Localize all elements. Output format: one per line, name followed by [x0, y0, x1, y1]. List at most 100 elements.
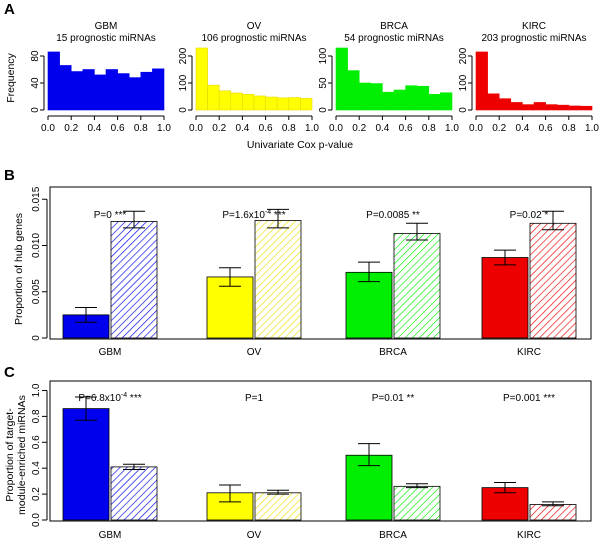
histogram-bar: [335, 47, 348, 111]
histogram-bar: [347, 70, 360, 111]
bar-kirc-prognostic: [481, 257, 529, 339]
y-tick-label: 0.015: [31, 186, 42, 211]
p-value-text: P=6.8x10: [78, 393, 121, 404]
histogram-bar: [428, 94, 441, 111]
histogram-x-tick-label: 0.2: [352, 123, 366, 134]
significance-stars: ***: [112, 210, 127, 221]
histogram-bar: [242, 94, 255, 111]
panel-b-ylabel: Proportion of hub genes: [13, 213, 25, 325]
p-value-text: P=0.02: [510, 210, 542, 221]
p-value-text: P=0.01: [372, 393, 404, 404]
bar-brca-background: [393, 233, 441, 339]
y-tick-label: 0: [31, 335, 42, 341]
category-label-gbm: GBM: [99, 347, 122, 358]
histogram-y-tick-label: 0: [318, 107, 329, 113]
histogram-x-tick-label: 0.6: [259, 123, 273, 134]
category-label-gbm: GBM: [99, 530, 122, 541]
histogram-bar: [556, 104, 570, 111]
p-value-annotation: P=1.6x10-4 ***: [222, 209, 285, 221]
histogram-bar: [207, 84, 220, 111]
histogram-bar: [276, 97, 290, 111]
histogram-subtitle-brca: 54 prognostic miRNAs: [344, 33, 443, 44]
y-tick-label: 0.6: [31, 435, 42, 449]
histogram-y-tick-label: 100: [458, 74, 469, 91]
p-value-text: P=1.6x10: [222, 210, 265, 221]
y-tick-label: 0.8: [31, 409, 42, 423]
histogram-y-tick-label: 80: [30, 50, 41, 62]
category-label-brca: BRCA: [379, 347, 407, 358]
histogram-bar: [128, 77, 142, 111]
histogram-y-tick-label: 40: [30, 77, 41, 89]
significance-stars: ***: [541, 393, 556, 404]
significance-stars: **: [409, 210, 420, 221]
histogram-bar: [370, 83, 383, 111]
histogram-x-tick-label: 0.4: [235, 123, 249, 134]
panel-c-barchart: 0.0 0.2 0.4 0.6 0.8 1.0 GBM P=6.8x10-4 *** OV P=1…: [31, 380, 592, 541]
histogram-y-tick-label: 200: [458, 47, 469, 64]
histogram-bar: [195, 47, 208, 111]
category-label-brca: BRCA: [379, 530, 407, 541]
histogram-bar: [70, 71, 84, 111]
histogram-y-tick-label: 0: [30, 107, 41, 113]
histogram-x-tick-label: 0.0: [41, 123, 55, 134]
histogram-bar: [568, 105, 581, 111]
bar-gbm-background: [110, 221, 158, 339]
panel-c-letter: C: [4, 364, 15, 381]
histogram-title-brca: BRCA: [380, 21, 408, 32]
histogram-bar: [510, 102, 523, 111]
histogram-bar: [498, 98, 512, 111]
histogram-title-ov: OV: [247, 21, 262, 32]
p-value-annotation: P=0.01 **: [372, 393, 415, 404]
histogram-bar: [440, 92, 453, 111]
histogram-bar: [358, 82, 372, 111]
plot-frame: [49, 380, 592, 522]
histogram-y-tick-label: 100: [178, 74, 189, 91]
p-value-annotation: P=0 ***: [94, 210, 127, 221]
histogram-y-tick-label: 0: [458, 107, 469, 113]
bar-ov-background: [254, 492, 302, 521]
histogram-x-tick-label: 0.6: [399, 123, 413, 134]
histogram-subtitle-kirc: 203 prognostic miRNAs: [481, 33, 586, 44]
histogram-bar: [105, 69, 118, 111]
histogram-x-tick-label: 0.8: [134, 123, 148, 134]
histogram-bar: [152, 68, 165, 111]
histogram-x-tick-label: 0.0: [189, 123, 203, 134]
histogram-x-tick-label: 0.0: [469, 123, 483, 134]
histogram-bar: [382, 91, 395, 111]
panel-b-letter: B: [4, 167, 15, 184]
histogram-bar: [416, 85, 430, 111]
histogram-x-tick-label: 0.4: [87, 123, 101, 134]
panel-a-xlabel: Univariate Cox p-value: [247, 139, 353, 151]
histogram-x-tick-label: 1.0: [157, 123, 171, 134]
histogram-bar: [82, 69, 95, 111]
histogram-title-gbm: GBM: [95, 21, 118, 32]
panel-a-ylabel: Frequency: [5, 52, 17, 102]
panel-c-ylabel-line2: module-enriched miRNAs: [16, 395, 28, 515]
histogram-bar: [265, 96, 278, 111]
y-tick-label: 0.2: [31, 487, 42, 501]
category-label-kirc: KIRC: [517, 347, 541, 358]
histogram-x-tick-label: 0.4: [375, 123, 389, 134]
histogram-bar: [230, 92, 243, 111]
plot-frame: [49, 186, 592, 340]
significance-stars: **: [404, 393, 415, 404]
histogram-bar: [393, 89, 406, 111]
p-value-annotation: P=1: [245, 393, 264, 404]
p-value-text: P=1: [245, 393, 264, 404]
histogram-x-tick-label: 0.2: [64, 123, 78, 134]
p-value-text: P=0.001: [503, 393, 541, 404]
p-value-annotation: P=0.0085 **: [366, 210, 420, 221]
histogram-bar: [533, 102, 546, 111]
histogram-bar: [253, 95, 266, 111]
panel-a-letter: A: [4, 1, 15, 18]
y-tick-label: 1.0: [31, 383, 42, 397]
bar-gbm-prognostic: [62, 408, 110, 521]
p-value-exponent: -4: [265, 209, 271, 216]
histogram-subtitle-ov: 106 prognostic miRNAs: [201, 33, 306, 44]
histogram-x-tick-label: 0.8: [562, 123, 576, 134]
histogram-x-tick-label: 1.0: [305, 123, 319, 134]
bar-kirc-background: [529, 222, 577, 339]
significance-stars: *: [542, 210, 549, 221]
histogram-bar: [300, 98, 313, 111]
